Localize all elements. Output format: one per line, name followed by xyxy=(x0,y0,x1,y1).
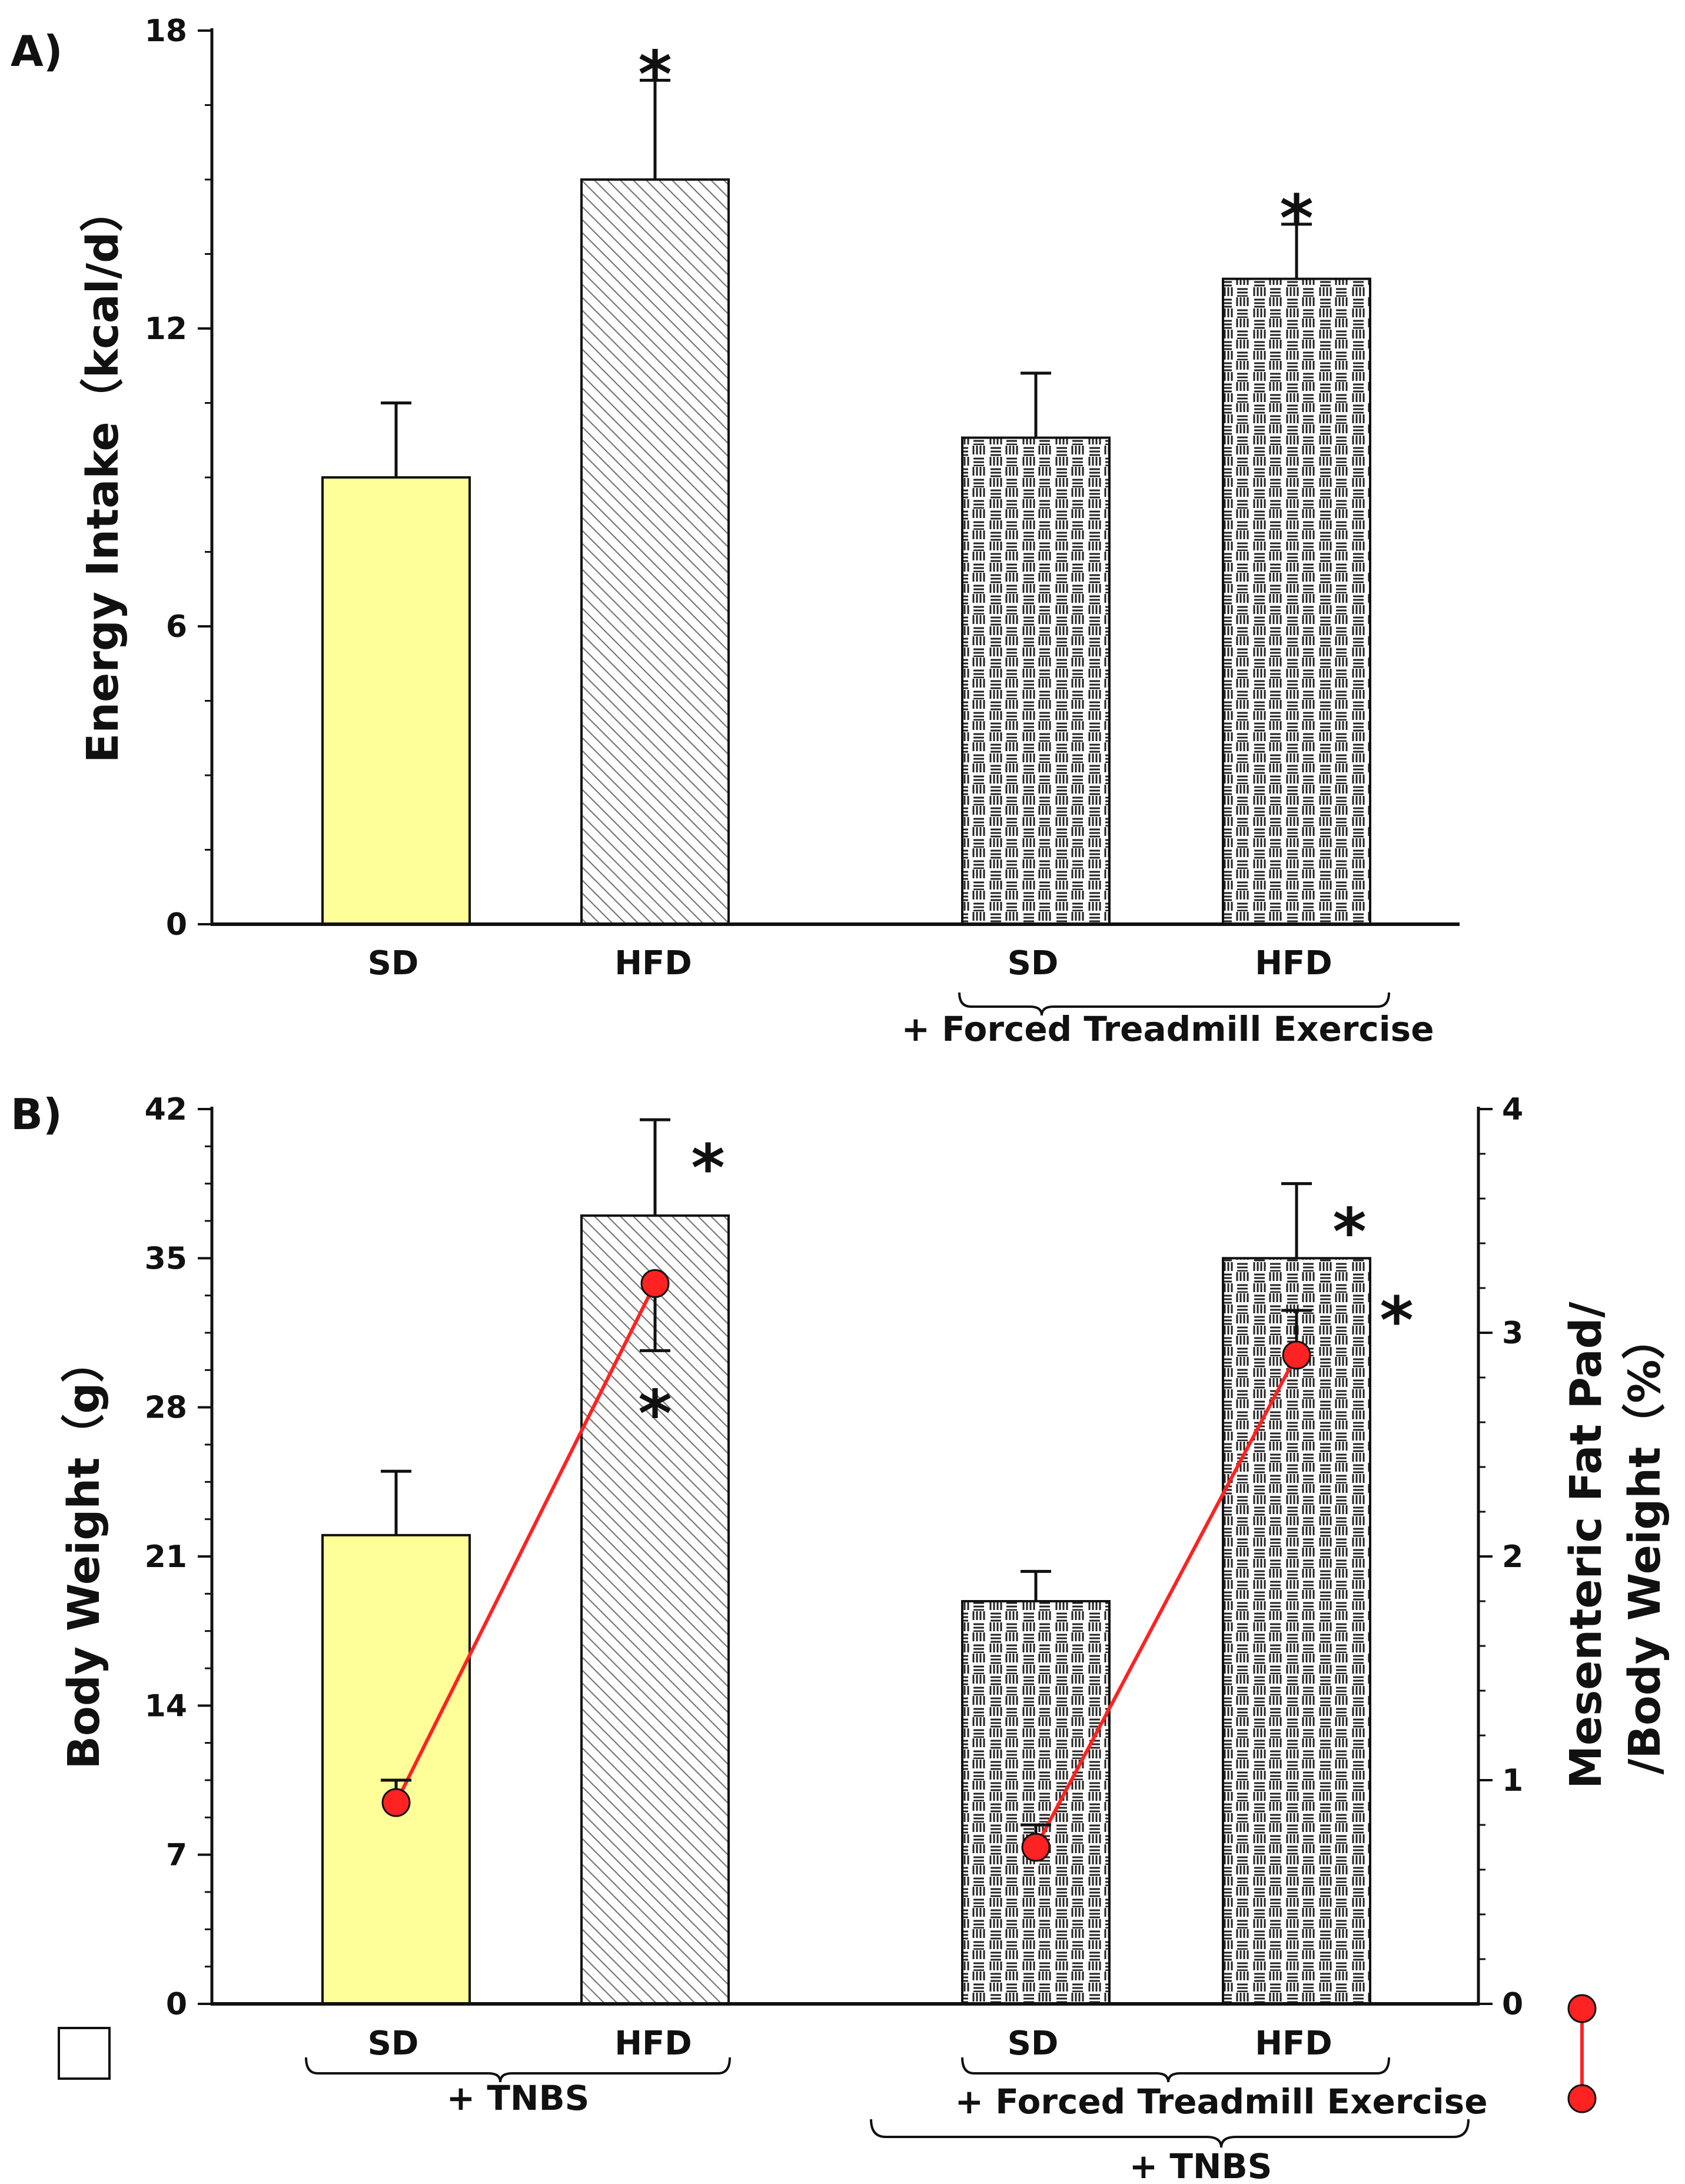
a-y-tick-label: 12 xyxy=(145,311,187,347)
b-right-tick-label: 2 xyxy=(1502,1539,1523,1575)
a-bar-2 xyxy=(580,178,730,925)
b-category-label-1: SD xyxy=(368,2024,419,2063)
a-category-label-2: HFD xyxy=(614,944,692,983)
panel-b-y-axis-title-left: Body Weight（g） xyxy=(59,1339,109,1770)
b-category-label-2: HFD xyxy=(614,2024,692,2063)
b-y-tick-label: 28 xyxy=(145,1390,187,1426)
a-significance-star-4: * xyxy=(1279,181,1314,256)
a-category-label-4: HFD xyxy=(1255,944,1332,983)
panel-a-group-brace xyxy=(958,992,1390,1016)
panel-b-group-label-left: + TNBS xyxy=(447,2078,590,2118)
panel-b-error-bars: ** xyxy=(381,1118,1367,1601)
b-fat-pad-point-1 xyxy=(381,1788,411,1817)
b-y-tick-label: 7 xyxy=(166,1838,187,1873)
panel-a-group-label: + Forced Treadmill Exercise xyxy=(901,1009,1434,1049)
panel-a-bars xyxy=(321,178,1371,926)
panel-a-error-bars: ** xyxy=(381,36,1314,477)
panel-b-y-axis-title-right-line2: /Body Weight（%） xyxy=(1620,1316,1670,1775)
panel-b-outer-brace xyxy=(870,2119,1470,2148)
a-bar-3 xyxy=(961,436,1111,925)
b-significance-star-4: * xyxy=(1332,1194,1367,1270)
panel-a-y-axis-title: Energy Intake（kcal/d） xyxy=(78,188,128,763)
a-y-tick-label: 0 xyxy=(166,907,187,942)
panel-b-bars xyxy=(321,1214,1371,2006)
b-fat-pad-significance-star-2: * xyxy=(638,1376,672,1451)
b-y-tick-label: 21 xyxy=(145,1539,187,1575)
b-fat-pad-point-4 xyxy=(1282,1340,1311,1370)
b-bar-1 xyxy=(321,1534,471,2006)
b-right-tick-label: 4 xyxy=(1502,1092,1523,1127)
panel-b-exercise-brace xyxy=(961,2057,1390,2083)
b-category-label-3: SD xyxy=(1008,2024,1059,2063)
legend-bar-swatch xyxy=(58,2027,111,2080)
b-right-tick-label: 1 xyxy=(1502,1763,1523,1798)
b-y-tick-label: 35 xyxy=(145,1241,187,1276)
a-category-label-3: SD xyxy=(1008,944,1059,983)
a-y-tick-label: 18 xyxy=(145,14,187,49)
b-category-label-4: HFD xyxy=(1255,2024,1332,2063)
b-fat-pad-segment-2 xyxy=(1034,1354,1298,1848)
panel-b-fat-pad-line: ** xyxy=(381,1269,1414,1862)
b-bar-3 xyxy=(961,1600,1111,2005)
panel-b-tnbs-brace xyxy=(305,2057,731,2083)
a-y-tick-label: 6 xyxy=(166,609,187,645)
b-significance-star-2: * xyxy=(691,1130,725,1206)
panel-a-label: A) xyxy=(11,26,63,76)
b-y-tick-label: 14 xyxy=(145,1688,187,1724)
b-right-tick-label: 3 xyxy=(1502,1316,1523,1351)
b-bar-4 xyxy=(1222,1257,1371,2005)
panel-b-y-axis-title-right-line1: Mesenteric Fat Pad/ xyxy=(1561,1301,1611,1788)
panel-b-group-label-right-2: + TNBS xyxy=(1129,2146,1272,2184)
panel-b-y-axis-left: 0 7 14 21 28 35 42 xyxy=(145,1092,212,2022)
panel-a-y-axis: 0 6 12 18 xyxy=(145,14,212,942)
b-y-tick-label: 42 xyxy=(145,1092,187,1127)
panel-b-label: B) xyxy=(11,1090,62,1139)
panel-b-category-labels: SD HFD SD HFD xyxy=(368,2024,1332,2063)
b-y-tick-label: 0 xyxy=(166,1987,187,2022)
panel-b-y-axis-right: 0 1 2 3 4 xyxy=(1478,1092,1523,2022)
b-right-tick-label: 0 xyxy=(1502,1987,1523,2022)
b-fat-pad-segment-1 xyxy=(394,1283,657,1804)
panel-b-group-label-right-1: + Forced Treadmill Exercise xyxy=(955,2082,1487,2122)
panel-b: B) Body Weight（g） Mesenteric Fat Pad/ /B… xyxy=(11,1090,1670,2184)
a-bar-1 xyxy=(321,476,471,925)
b-fat-pad-point-2 xyxy=(640,1269,670,1298)
a-bar-4 xyxy=(1222,277,1371,926)
a-category-label-1: SD xyxy=(368,944,419,983)
legend-marker-top xyxy=(1567,1994,1597,2023)
legend-marker-bottom xyxy=(1567,2084,1597,2113)
b-fat-pad-significance-star-4: * xyxy=(1380,1283,1414,1358)
b-fat-pad-point-3 xyxy=(1021,1833,1051,1862)
a-significance-star-2: * xyxy=(638,36,672,112)
panel-a-category-labels: SD HFD SD HFD xyxy=(368,944,1332,983)
